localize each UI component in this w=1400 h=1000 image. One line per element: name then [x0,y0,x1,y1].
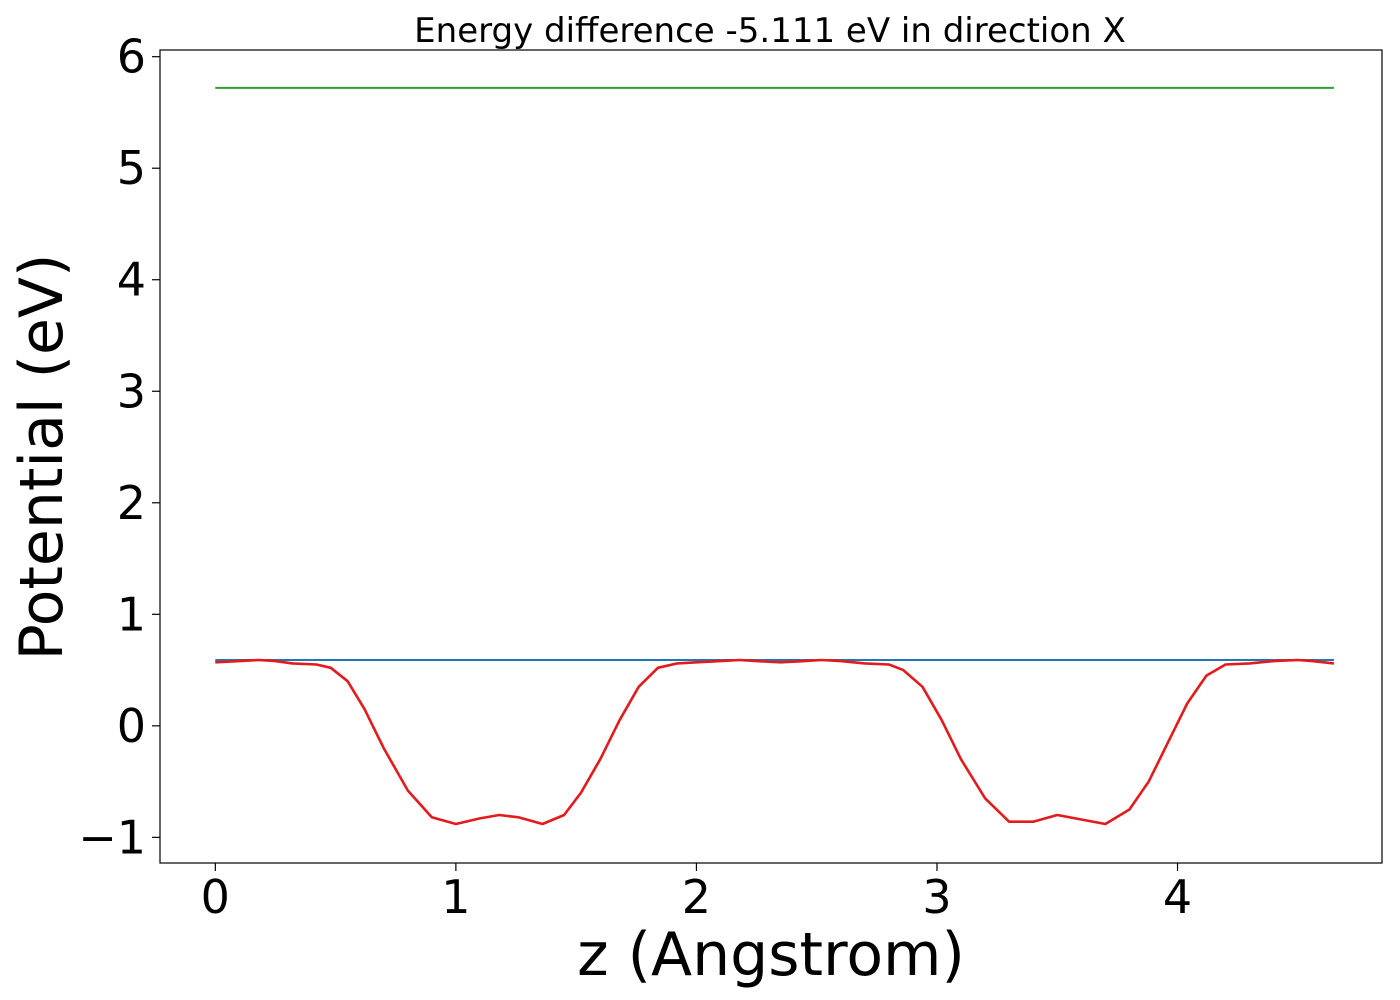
y-tick-label: 0 [117,699,146,753]
series-line-3 [215,658,1335,826]
y-tick-label: 3 [117,364,146,418]
y-tick-label: 2 [117,476,146,530]
y-tick-label: 4 [117,253,146,307]
x-axis-label: z (Angstrom) [577,920,965,990]
x-tick-label: 0 [201,870,230,924]
x-tick-label: 2 [682,870,711,924]
x-axis-ticks: 0 1 2 3 4 [201,863,1192,924]
x-tick-label: 3 [922,870,951,924]
plot-frame [159,49,1383,864]
chart-title: Energy difference -5.111 eV in direction… [414,11,1126,51]
y-tick-label: 5 [117,141,146,195]
series-layer [215,86,1335,826]
x-tick-label: 4 [1163,870,1192,924]
y-axis-label: Potential (eV) [7,254,77,661]
x-tick-label: 1 [441,870,470,924]
y-tick-label: 6 [117,30,146,84]
y-tick-label: 1 [117,587,146,641]
y-axis-ticks: −1 0 1 2 3 4 5 6 [78,30,160,864]
y-tick-label: −1 [78,810,146,864]
